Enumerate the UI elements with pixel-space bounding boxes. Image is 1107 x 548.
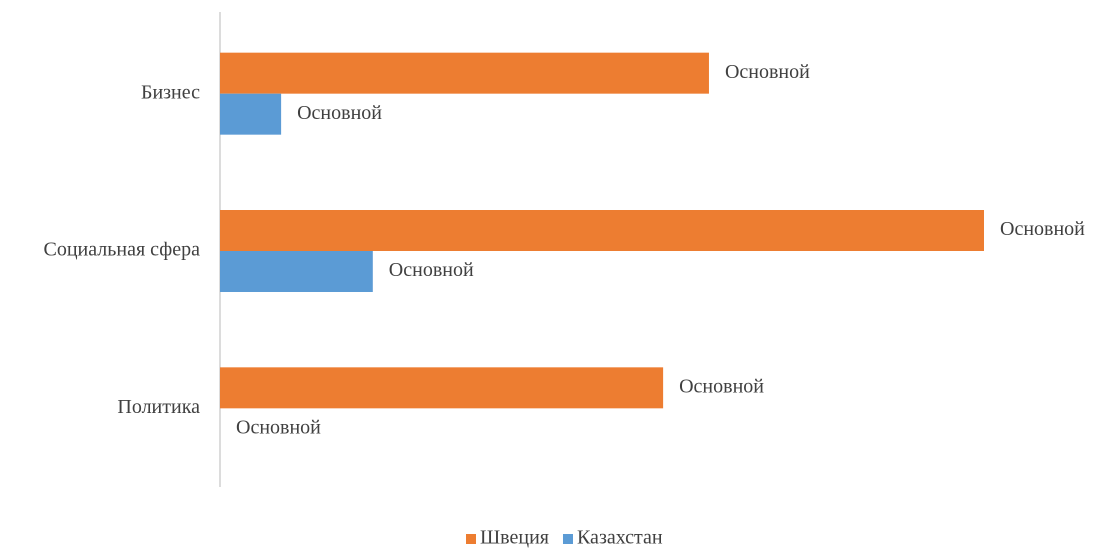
data-label: Основной xyxy=(725,61,810,83)
legend-swatch xyxy=(466,534,476,544)
data-label: Основной xyxy=(389,259,474,281)
bar xyxy=(220,210,984,251)
legend-label: Казахстан xyxy=(577,527,663,548)
data-label: Основной xyxy=(1000,218,1085,240)
bar xyxy=(220,93,282,135)
bar xyxy=(220,52,709,94)
y-tick-label: Политика xyxy=(117,396,200,418)
bar xyxy=(220,251,373,292)
data-label: Основной xyxy=(297,102,382,124)
data-label: Основной xyxy=(236,416,321,438)
y-tick-label: Бизнес xyxy=(141,81,200,103)
bar xyxy=(220,367,664,409)
data-label: Основной xyxy=(679,375,764,397)
y-tick-label: Социальная сфера xyxy=(43,239,200,261)
legend-label: Швеция xyxy=(480,527,549,548)
legend-swatch xyxy=(562,534,573,544)
